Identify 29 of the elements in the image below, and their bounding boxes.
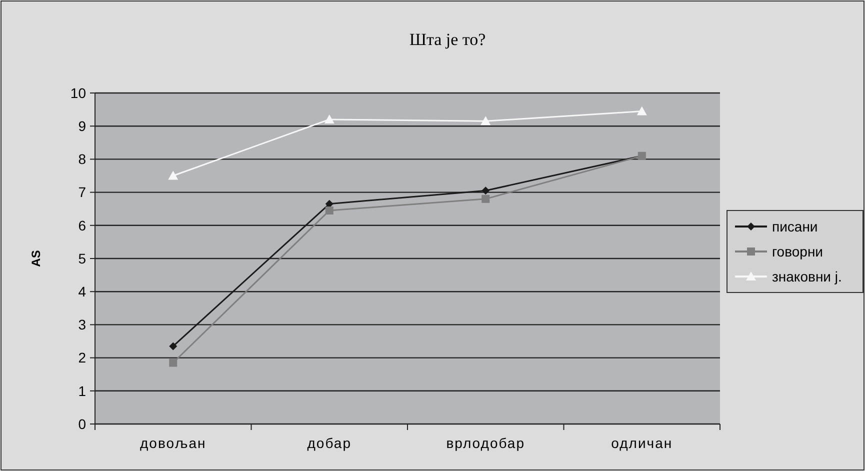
point bbox=[482, 186, 490, 195]
y-tick-label: 1 bbox=[78, 382, 86, 399]
x-tick-label: добар bbox=[307, 435, 352, 451]
y-tick-label: 9 bbox=[78, 118, 86, 134]
y-tick-label: 3 bbox=[78, 316, 86, 333]
x-tick-label: врлодобар bbox=[446, 435, 526, 451]
point bbox=[325, 206, 334, 215]
chart-title: Шта је то? bbox=[409, 30, 486, 49]
x-tick-label: одличан bbox=[611, 435, 673, 451]
y-tick-label: 10 bbox=[70, 84, 86, 101]
point bbox=[168, 170, 178, 180]
x-tick-label: довољан bbox=[140, 435, 206, 451]
y-tick-label: 4 bbox=[78, 284, 86, 300]
y-tick-label: 2 bbox=[78, 350, 86, 366]
point bbox=[169, 358, 178, 367]
y-tick-label: 8 bbox=[78, 151, 86, 168]
y-tick-label: 5 bbox=[78, 250, 86, 266]
y-tick-label: 0 bbox=[78, 416, 86, 432]
legend-label: говорни bbox=[772, 243, 823, 260]
point bbox=[636, 106, 647, 116]
point bbox=[480, 116, 491, 126]
y-axis-title: AS bbox=[29, 250, 43, 267]
point bbox=[482, 194, 490, 203]
legend-label: писани bbox=[772, 218, 818, 234]
point bbox=[324, 114, 334, 124]
legend-label: знаковни j. bbox=[772, 268, 842, 284]
y-tick-label: 6 bbox=[78, 217, 86, 234]
point bbox=[169, 342, 178, 350]
y-tick-label: 7 bbox=[78, 184, 86, 200]
